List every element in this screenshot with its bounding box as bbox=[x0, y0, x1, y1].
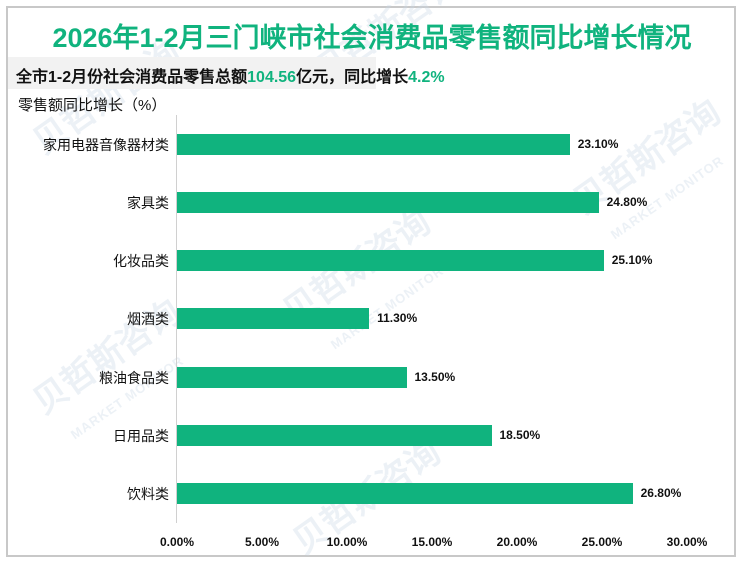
category-label: 日用品类 bbox=[113, 428, 169, 444]
bar bbox=[177, 192, 599, 213]
value-label: 11.30% bbox=[377, 311, 418, 325]
subtitle-amount: 104.56 bbox=[247, 69, 297, 86]
bar bbox=[177, 483, 633, 504]
bar bbox=[177, 134, 570, 155]
value-label: 24.80% bbox=[606, 195, 648, 209]
category-label: 家用电器音像器材类 bbox=[43, 137, 169, 153]
subtitle-box bbox=[8, 57, 376, 89]
subtitle: 全市1-2月份社会消费品零售总额104.56亿元，同比增长4.2% bbox=[16, 63, 445, 87]
value-label: 26.80% bbox=[640, 486, 682, 500]
category-label: 烟酒类 bbox=[127, 311, 169, 327]
value-label: 25.10% bbox=[611, 253, 653, 267]
bar bbox=[177, 250, 604, 271]
chart-frame bbox=[6, 6, 736, 557]
chart-title: 2026年1-2月三门峡市社会消费品零售额同比增长情况 bbox=[52, 23, 692, 53]
subtitle-prefix: 全市1-2月份社会消费品零售总额 bbox=[16, 69, 248, 86]
y-axis-title: 零售额同比增长（%） bbox=[18, 97, 167, 114]
x-tick-label: 30.00% bbox=[666, 535, 708, 549]
category-label: 家具类 bbox=[127, 195, 169, 211]
value-label: 23.10% bbox=[577, 137, 619, 151]
x-tick-label: 10.00% bbox=[326, 535, 368, 549]
bar bbox=[177, 367, 407, 388]
value-label: 18.50% bbox=[499, 428, 541, 442]
x-tick-label: 0.00% bbox=[159, 535, 195, 549]
category-label: 饮料类 bbox=[127, 486, 169, 502]
x-tick-label: 5.00% bbox=[244, 535, 280, 549]
subtitle-growth: 4.2% bbox=[408, 69, 445, 86]
bar bbox=[177, 425, 492, 446]
value-label: 13.50% bbox=[414, 370, 456, 384]
x-tick-label: 15.00% bbox=[411, 535, 453, 549]
category-label: 化妆品类 bbox=[113, 253, 169, 269]
y-axis-line bbox=[176, 115, 177, 523]
x-tick-label: 25.00% bbox=[581, 535, 623, 549]
subtitle-mid: 亿元，同比增长 bbox=[296, 69, 409, 86]
category-label: 粮油食品类 bbox=[99, 370, 169, 386]
bar bbox=[177, 308, 370, 329]
x-tick-label: 20.00% bbox=[496, 535, 538, 549]
